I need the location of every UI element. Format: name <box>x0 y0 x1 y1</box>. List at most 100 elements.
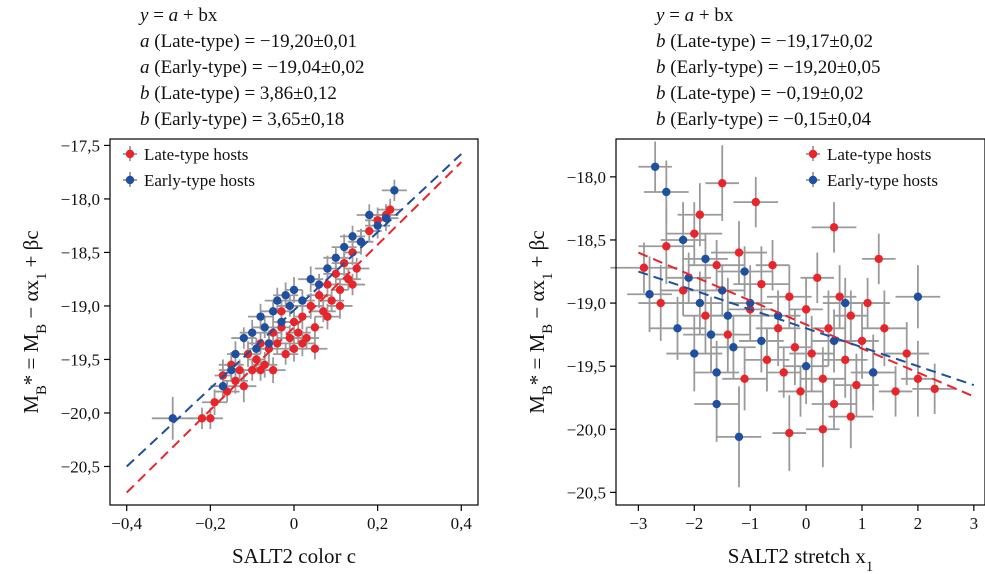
y-tick-label: −19,5 <box>61 350 100 369</box>
series-early-type <box>168 186 399 423</box>
data-point <box>639 263 649 272</box>
y-tick-label: −20,0 <box>567 420 606 439</box>
equation-line-1: y = a + bx <box>138 5 218 26</box>
data-point <box>678 235 688 245</box>
data-point <box>247 365 257 375</box>
data-point <box>281 349 290 359</box>
data-point <box>390 186 399 195</box>
data-point <box>268 307 278 316</box>
data-point <box>868 368 878 377</box>
y-axis-label: MB* = MB − αx1 + βc <box>19 230 50 413</box>
x-tick-label: 0 <box>802 514 811 533</box>
right-plot-area: −3 −2 −1 0 1 2 3 −20,5 −20,0 −19,5 −19,0 −18,5 −18,0… <box>525 138 985 574</box>
data-point <box>785 428 794 438</box>
legend-marker <box>125 149 135 159</box>
data-point <box>273 296 282 305</box>
data-point <box>298 339 307 348</box>
equation-line-3: a (Early-type) = −19,04±0,02 <box>140 57 364 78</box>
data-point <box>293 328 303 337</box>
data-point <box>818 425 828 434</box>
y-tick-label: −19,0 <box>567 294 606 313</box>
data-point <box>846 311 856 320</box>
data-point <box>335 301 345 311</box>
legend-label: Late-type hosts <box>827 145 931 164</box>
data-point <box>734 248 744 257</box>
data-point <box>252 344 261 353</box>
series-late-type <box>639 178 939 438</box>
data-point <box>891 387 900 396</box>
data-point <box>281 291 290 300</box>
x-tick-label: 0,2 <box>367 514 388 533</box>
y-tick-label: −20,5 <box>567 483 606 502</box>
data-point <box>874 254 883 264</box>
data-point <box>712 399 721 409</box>
equation-line-2: a (Late-type) = −19,20±0,01 <box>140 31 357 52</box>
equation-line-2: b (Late-type) = −19,17±0,02 <box>656 31 873 52</box>
equation-line-5: b (Early-type) = −0,15±0,04 <box>656 109 871 130</box>
data-point <box>723 311 733 320</box>
data-point <box>231 349 240 359</box>
x-tick-label: −2 <box>685 514 703 533</box>
data-point <box>818 374 828 383</box>
data-point <box>712 261 721 270</box>
data-point <box>381 213 391 223</box>
left-panel: y = a + bx a (Late-type) = −19,20±0,01 a… <box>19 5 479 568</box>
data-point <box>210 398 219 407</box>
x-tick-label: −0,2 <box>195 514 226 533</box>
data-point <box>285 333 295 343</box>
data-point <box>218 382 228 391</box>
data-point <box>323 280 332 289</box>
data-point <box>256 365 265 375</box>
data-point <box>335 285 345 295</box>
fit-line-late-type <box>126 161 462 494</box>
data-point <box>268 365 278 375</box>
data-point <box>673 324 682 333</box>
y-tick-label: −20,5 <box>61 457 100 476</box>
data-point <box>231 376 240 386</box>
data-point <box>645 290 654 299</box>
data-point <box>289 285 299 295</box>
data-point <box>690 229 699 238</box>
data-point <box>327 296 336 305</box>
data-point <box>706 330 716 339</box>
data-point <box>807 349 816 358</box>
data-point <box>264 339 274 348</box>
x-tick-label: −1 <box>741 514 759 533</box>
series-early-type <box>645 162 923 442</box>
data-point <box>256 312 265 321</box>
tick-labels: −3 −2 −1 0 1 2 3 −20,5 −20,0 −19,5 −19,0 −18,5 −18,0 <box>567 168 978 533</box>
data-point <box>930 384 939 394</box>
x-tick-label: 1 <box>858 514 867 533</box>
data-point <box>841 355 850 365</box>
y-tick-label: −18,5 <box>61 243 100 262</box>
y-tick-label: −17,5 <box>61 136 100 155</box>
data-point <box>846 412 856 421</box>
data-point <box>863 298 872 308</box>
data-point <box>298 312 307 321</box>
data-point <box>841 298 850 308</box>
y-tick-label: −18,0 <box>61 190 100 209</box>
data-point <box>260 323 269 332</box>
y-tick-label: −19,0 <box>61 297 100 316</box>
plot-frame <box>615 138 985 506</box>
data-point <box>365 210 374 220</box>
data-point <box>247 328 257 337</box>
data-point <box>801 305 811 314</box>
data-point <box>323 264 332 273</box>
equation-line-4: b (Late-type) = 3,86±0,12 <box>140 83 337 104</box>
data-point <box>757 279 766 289</box>
data-point <box>734 432 744 442</box>
data-point <box>314 280 324 289</box>
data-point <box>913 374 923 383</box>
data-point <box>348 280 357 289</box>
y-tick-label: −19,5 <box>567 357 606 376</box>
data-point <box>695 298 705 308</box>
fit-line-late-type <box>637 251 975 398</box>
x-tick-label: 0,4 <box>451 514 473 533</box>
data-point <box>206 414 215 423</box>
data-point <box>701 311 710 320</box>
data-point <box>285 301 295 311</box>
data-point <box>801 361 811 371</box>
data-point <box>723 330 733 339</box>
